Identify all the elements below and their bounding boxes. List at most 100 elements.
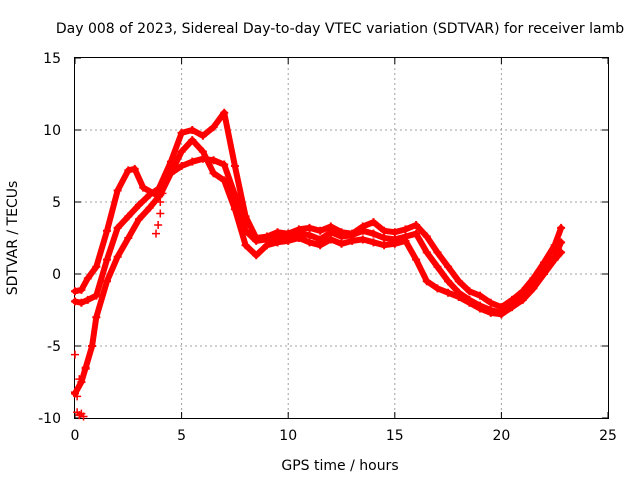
data-point: [305, 238, 314, 247]
data-point: [369, 238, 378, 247]
data-point: [177, 128, 186, 137]
series-track-b: [72, 155, 565, 316]
data-point: [390, 239, 399, 248]
data-point: [540, 270, 549, 278]
spike-point: [158, 189, 167, 198]
data-point: [316, 241, 325, 250]
data-point: [124, 234, 133, 242]
data-point: [139, 183, 148, 192]
x-tick-label: 15: [386, 428, 404, 444]
data-point: [113, 223, 122, 232]
data-point: [252, 251, 261, 260]
data-point: [252, 236, 261, 245]
y-tick-label: 0: [52, 267, 61, 283]
data-point: [188, 126, 197, 134]
data-point: [476, 291, 485, 300]
data-point: [465, 287, 474, 296]
stray-point: [71, 350, 79, 359]
stray-point: [73, 392, 82, 401]
data-point: [486, 308, 495, 317]
data-point: [145, 203, 154, 212]
data-point: [113, 186, 122, 195]
data-point: [230, 205, 239, 214]
data-point: [166, 169, 175, 178]
x-tick-label: 5: [177, 428, 186, 444]
data-point: [177, 162, 186, 170]
data-point: [134, 200, 143, 209]
data-point: [401, 225, 410, 234]
data-point: [124, 166, 133, 175]
data-point: [401, 236, 410, 245]
data-point: [497, 310, 506, 319]
data-point: [83, 274, 92, 283]
data-point: [412, 255, 421, 264]
data-point: [444, 288, 453, 297]
y-tick-label: 10: [43, 123, 61, 139]
data-point: [433, 248, 442, 257]
data-point: [209, 156, 218, 165]
data-point: [294, 234, 303, 242]
data-point: [209, 169, 218, 178]
data-point: [326, 228, 335, 237]
data-point: [412, 221, 421, 230]
data-point: [380, 226, 389, 235]
chart-title: Day 008 of 2023, Sidereal Day-to-day VTE…: [56, 21, 624, 37]
data-point: [230, 162, 239, 170]
spike-point: [154, 221, 163, 230]
data-point: [380, 241, 389, 250]
series-track-c: [72, 137, 565, 397]
data-point: [444, 262, 453, 271]
data-point: [220, 160, 229, 169]
data-point: [369, 218, 378, 227]
data-point: [380, 234, 389, 242]
data-point: [454, 293, 463, 302]
data-point: [486, 298, 495, 307]
y-tick-label: -5: [47, 339, 61, 355]
x-tick-label: 25: [599, 428, 617, 444]
data-point: [198, 131, 207, 140]
y-tick-label: -10: [38, 411, 61, 427]
data-point: [177, 147, 186, 156]
data-point: [557, 248, 566, 257]
data-point: [476, 304, 485, 313]
data-point: [369, 229, 378, 238]
data-point: [337, 232, 346, 241]
data-point: [422, 232, 431, 241]
data-point: [188, 157, 197, 166]
data-point: [305, 223, 314, 232]
spike-point: [160, 179, 169, 188]
data-point: [454, 277, 463, 286]
data-point: [390, 228, 399, 237]
data-point: [557, 238, 566, 247]
spike-point: [152, 229, 161, 238]
data-point: [273, 238, 282, 247]
data-point: [529, 284, 538, 293]
data-point: [518, 295, 527, 304]
data-point: [102, 226, 111, 235]
data-point: [412, 229, 421, 238]
y-axis-label: SDTVAR / TECUs: [5, 181, 21, 296]
data-point: [326, 235, 335, 244]
data-point: [92, 291, 101, 300]
data-point: [134, 215, 143, 224]
data-point: [92, 262, 101, 271]
stray-point: [81, 365, 90, 374]
data-point: [444, 277, 453, 286]
data-point: [220, 176, 229, 185]
series-track-a: [72, 109, 565, 311]
data-point: [305, 231, 314, 240]
data-point: [433, 284, 442, 293]
data-point: [422, 248, 431, 257]
data-point: [337, 239, 346, 248]
data-point: [209, 123, 218, 132]
data-point: [241, 241, 250, 250]
axis-ticks: 0 5 10 15 20 25 -10 -5 0 5 10 15: [38, 51, 617, 444]
data-point: [102, 255, 111, 264]
data-point: [145, 190, 154, 199]
stray-point: [71, 388, 79, 397]
data-point: [71, 287, 79, 296]
stray-point: [79, 412, 88, 421]
data-point: [358, 235, 367, 244]
data-point: [198, 147, 207, 156]
